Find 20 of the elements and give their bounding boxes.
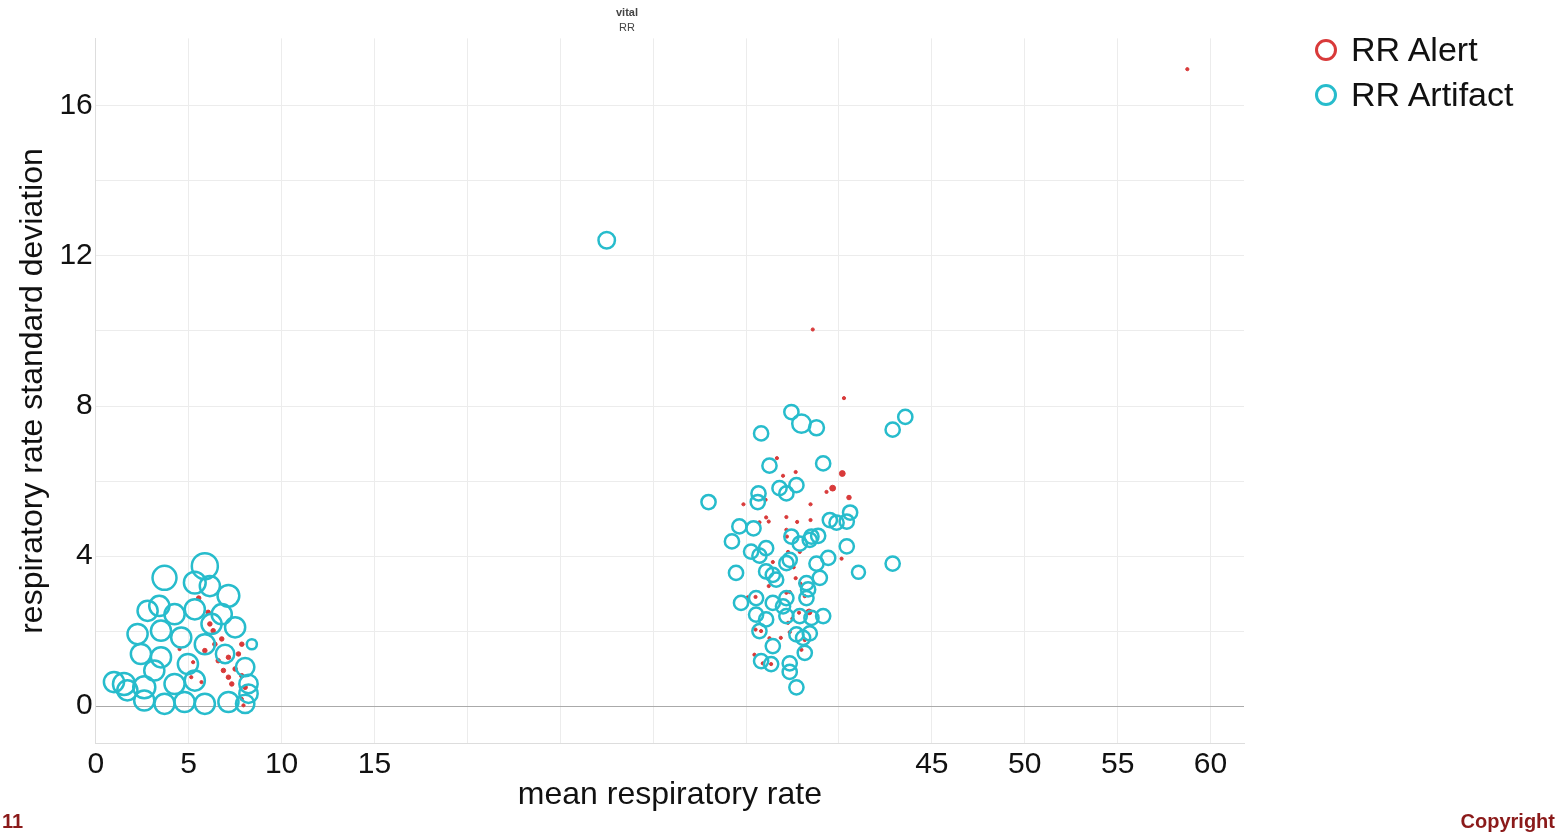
legend-label: RR Artifact (1351, 75, 1514, 114)
x-tick-label: 5 (180, 745, 198, 779)
x-tick-label: 60 (1193, 745, 1228, 779)
legend-label: RR Alert (1351, 30, 1478, 69)
y-tick-label: 4 (76, 537, 93, 571)
y-tick-label: 16 (59, 87, 93, 121)
chart-subtitle: RR (619, 20, 635, 33)
x-tick-label: 50 (1008, 745, 1042, 779)
x-tick-label: 15 (357, 745, 392, 779)
text: Copyright (1460, 810, 1555, 833)
x-tick-label: 55 (1100, 745, 1135, 779)
y-tick-label: 12 (59, 237, 93, 271)
x-tick-label: 10 (264, 745, 299, 779)
y-tick-label: 0 (76, 687, 93, 721)
x-tick-label: 45 (915, 745, 949, 779)
y-axis-title: respiratory rate standard deviation (13, 148, 50, 634)
x-axis-title: mean respiratory rate (517, 774, 822, 811)
chart-title: vital (615, 5, 639, 18)
text: 11 (2, 810, 24, 833)
y-tick-label: 8 (76, 387, 93, 421)
